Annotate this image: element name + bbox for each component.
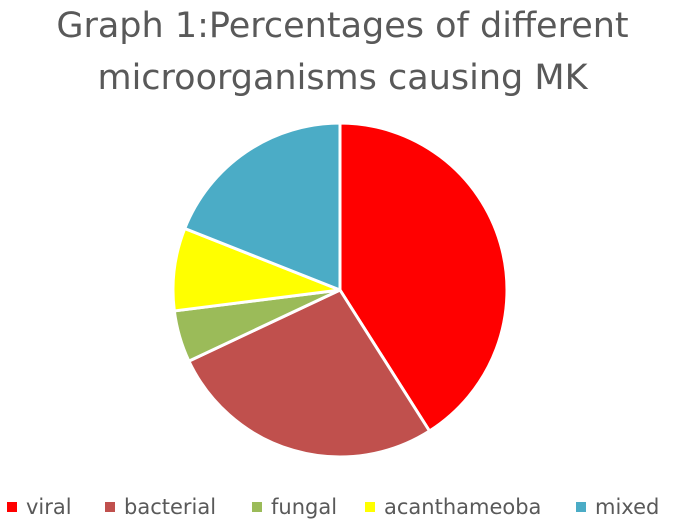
legend-label-mixed: mixed xyxy=(595,495,660,519)
legend-item-fungal: fungal xyxy=(252,492,337,522)
legend-label-acanthameoba: acanthameoba xyxy=(384,495,542,519)
legend-swatch-acanthameoba xyxy=(365,502,375,512)
chart-title-line-1: Graph 1:Percentages of different xyxy=(56,6,629,46)
chart-title: Graph 1:Percentages of different microor… xyxy=(0,0,685,104)
pie-slice-bacterial xyxy=(187,288,431,459)
pie-slices xyxy=(171,121,509,459)
legend-label-bacterial: bacterial xyxy=(124,495,217,519)
legend-item-viral: viral xyxy=(7,492,72,522)
legend-swatch-viral xyxy=(7,502,17,512)
legend-label-fungal: fungal xyxy=(271,495,338,519)
legend-label-viral: viral xyxy=(26,495,72,519)
chart-title-line-2: microorganisms causing MK xyxy=(97,58,588,98)
legend-item-mixed: mixed xyxy=(576,492,659,522)
pie-slice-mixed xyxy=(183,121,342,292)
legend-item-bacterial: bacterial xyxy=(105,492,216,522)
pie-chart xyxy=(171,121,509,459)
chart-legend: viral bacterial fungal acanthameoba mixe… xyxy=(0,492,685,522)
legend-swatch-bacterial xyxy=(105,502,115,512)
legend-swatch-fungal xyxy=(252,502,262,512)
legend-item-acanthameoba: acanthameoba xyxy=(365,492,541,522)
legend-swatch-mixed xyxy=(576,502,586,512)
